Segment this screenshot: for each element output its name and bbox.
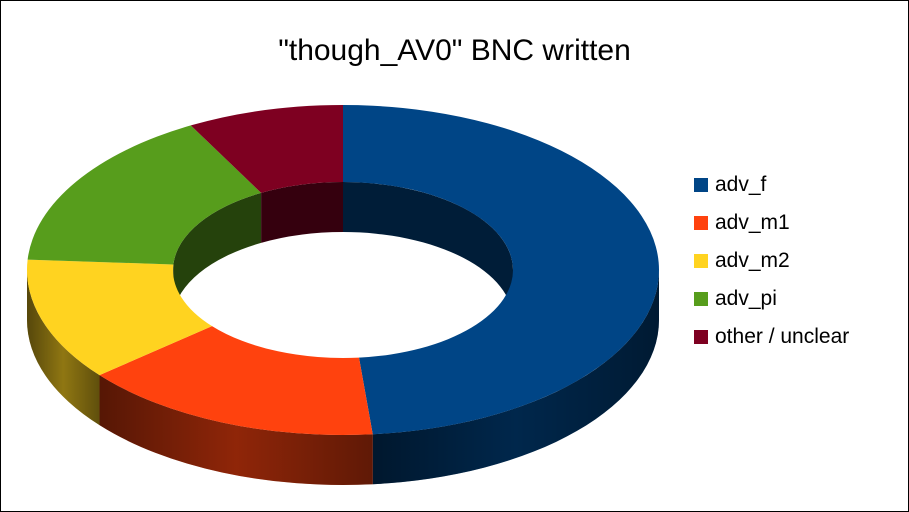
- legend-item: adv_m2: [694, 242, 849, 280]
- slice-adv-m2-side-shade: [27, 270, 100, 426]
- slice-adv-f-side-shade: [372, 270, 659, 485]
- slice-adv-m1-side-shade: [99, 375, 373, 485]
- legend-swatch: [694, 216, 708, 230]
- legend-item: adv_m1: [694, 204, 849, 242]
- slice-adv-f-inner-wall-1: [343, 182, 513, 320]
- legend-label: adv_pi: [715, 287, 777, 310]
- legend-label: adv_m2: [715, 249, 790, 272]
- slice-adv-pi-top: [27, 125, 262, 265]
- slice-adv-m1-top: [99, 326, 373, 435]
- legend-item: adv_f: [694, 166, 849, 204]
- legend-label: other / unclear: [715, 325, 850, 348]
- legend-swatch: [694, 330, 708, 344]
- slice-adv-m2-top: [27, 259, 213, 376]
- donut-sides: [27, 270, 659, 485]
- legend-label: adv_m1: [715, 211, 790, 234]
- legend-item: other / unclear: [694, 318, 849, 356]
- legend-swatch: [694, 254, 708, 268]
- slice-adv-pi-inner-wall-0: [173, 192, 262, 315]
- slice-other-unclear-top: [190, 105, 343, 193]
- legend-swatch: [694, 292, 708, 306]
- chart-title: "though_AV0" BNC written: [278, 34, 631, 67]
- slice-other-unclear-inner-wall-0: [261, 182, 343, 243]
- donut-tops: [27, 105, 659, 435]
- slice-adv-f-top: [343, 105, 659, 435]
- legend-swatch: [694, 178, 708, 192]
- legend-label: adv_f: [715, 173, 767, 196]
- donut-inner-walls: [173, 182, 513, 320]
- legend-item: adv_pi: [694, 280, 849, 318]
